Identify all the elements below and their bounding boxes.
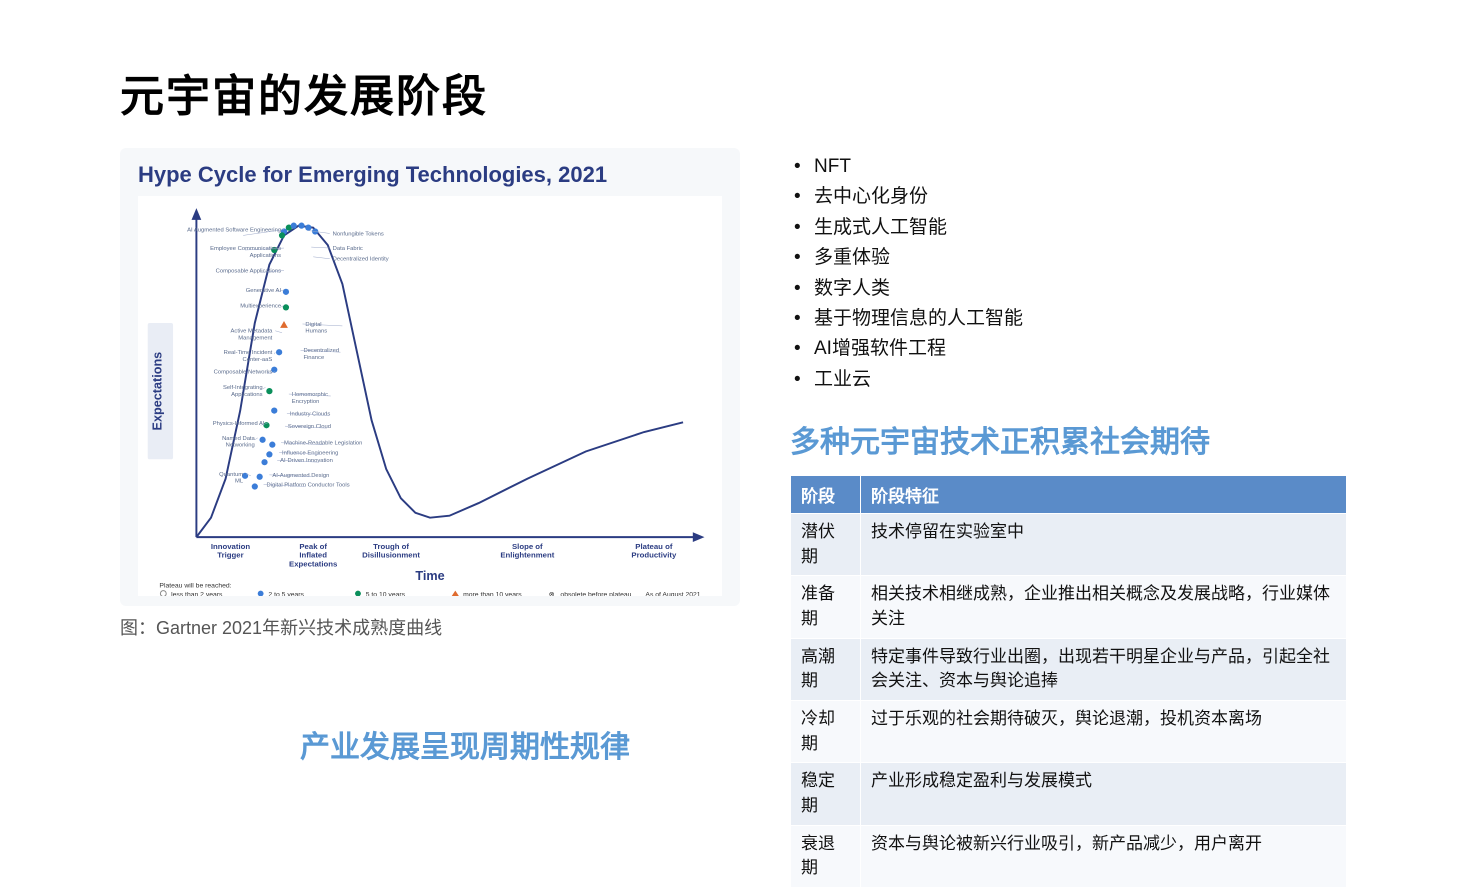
svg-text:Nonfungible Tokens: Nonfungible Tokens [333,231,384,237]
chart-caption: 图：Gartner 2021年新兴技术成熟度曲线 [120,614,740,640]
svg-text:Expectations: Expectations [289,559,337,568]
table-cell: 技术停留在实验室中 [861,514,1347,576]
svg-text:Generative AI: Generative AI [246,288,282,294]
svg-text:Disillusionment: Disillusionment [362,551,420,560]
bullet-item: AI增强软件工程 [794,334,1347,364]
bullet-item: 去中心化身份 [794,182,1347,212]
svg-text:Named Data: Named Data [222,436,255,442]
table-row: 衰退期资本与舆论被新兴行业吸引，新产品减少，用户离开 [791,825,1347,887]
table-row: 准备期相关技术相继成熟，企业推出相关概念及发展战略，行业媒体关注 [791,576,1347,638]
subheading: 多种元宇宙技术正积累社会期待 [790,417,1347,461]
svg-text:Humans: Humans [305,329,327,335]
phase-table: 阶段阶段特征 潜伏期技术停留在实验室中准备期相关技术相继成熟，企业推出相关概念及… [790,475,1347,888]
bullet-item: 多重体验 [794,243,1347,273]
bullet-item: 工业云 [794,365,1347,395]
bullet-list: NFT去中心化身份生成式人工智能多重体验数字人类基于物理信息的人工智能AI增强软… [790,152,1347,395]
svg-text:Data Fabric: Data Fabric [333,246,363,252]
table-row: 高潮期特定事件导致行业出圈，出现若干明星企业与产品，引起全社会关注、资本与舆论追… [791,638,1347,700]
svg-text:more than 10 years: more than 10 years [463,592,522,596]
table-cell: 高潮期 [791,638,861,700]
table-row: 冷却期过于乐观的社会期待破灭，舆论退潮，投机资本离场 [791,700,1347,762]
right-column: NFT去中心化身份生成式人工智能多重体验数字人类基于物理信息的人工智能AI增强软… [760,148,1347,888]
table-cell: 稳定期 [791,763,861,825]
svg-text:Peak of: Peak of [299,542,327,551]
table-cell: 产业形成稳定盈利与发展模式 [861,763,1347,825]
svg-text:AI-Augmented Design: AI-Augmented Design [272,473,329,479]
svg-text:Expectations: Expectations [150,352,164,431]
chart-card: Hype Cycle for Emerging Technologies, 20… [120,148,740,606]
table-cell: 冷却期 [791,700,861,762]
left-column: Hype Cycle for Emerging Technologies, 20… [120,148,740,888]
svg-text:Time: Time [415,569,444,583]
svg-text:Physics-Informed AI: Physics-Informed AI [213,421,265,427]
svg-text:5 to 10 years: 5 to 10 years [366,592,406,596]
svg-text:ML: ML [235,479,244,485]
table-row: 稳定期产业形成稳定盈利与发展模式 [791,763,1347,825]
svg-text:Inflated: Inflated [299,551,327,560]
bullet-item: NFT [794,152,1347,182]
table-cell: 衰退期 [791,825,861,887]
svg-text:Plateau will be reached:: Plateau will be reached: [159,583,231,590]
bottom-subheading: 产业发展呈现周期性规律 [300,722,630,766]
chart-title: Hype Cycle for Emerging Technologies, 20… [138,162,722,188]
svg-text:Finance: Finance [303,355,324,361]
svg-text:Slope of: Slope of [512,542,543,551]
svg-text:⊗: ⊗ [549,592,555,596]
svg-text:As of August 2021: As of August 2021 [645,592,700,596]
svg-text:Influence Engineering: Influence Engineering [282,450,338,456]
svg-text:Employee Communications: Employee Communications [210,246,281,252]
svg-text:obsolete before plateau: obsolete before plateau [560,592,631,596]
svg-text:Applications: Applications [250,253,282,259]
hype-cycle-chart: Expectations AI Augmented Software Engin… [138,196,722,596]
columns: Hype Cycle for Emerging Technologies, 20… [120,148,1347,888]
svg-text:Management: Management [238,336,272,342]
svg-text:Encryption: Encryption [292,399,320,405]
table-cell: 资本与舆论被新兴行业吸引，新产品减少，用户离开 [861,825,1347,887]
svg-text:Quantum: Quantum [219,472,243,478]
svg-text:AI Augmented Software Engineer: AI Augmented Software Engineering [187,228,281,234]
slide: 元宇宙的发展阶段 Hype Cycle for Emerging Technol… [0,0,1457,820]
svg-text:AI-Driven Innovation: AI-Driven Innovation [280,458,333,464]
svg-text:Decentralized Identity: Decentralized Identity [333,257,389,263]
svg-text:Enlightenment: Enlightenment [500,551,554,560]
svg-text:Machine-Readable Legislation: Machine-Readable Legislation [284,441,362,447]
bullet-item: 数字人类 [794,274,1347,304]
svg-text:Self-Integrating: Self-Integrating [223,385,263,391]
svg-text:2 to 5 years: 2 to 5 years [268,592,304,596]
svg-text:less than 2 years: less than 2 years [171,592,223,596]
svg-text:Trough of: Trough of [373,542,409,551]
slide-title: 元宇宙的发展阶段 [120,60,1347,124]
bullet-item: 生成式人工智能 [794,213,1347,243]
svg-text:Plateau of: Plateau of [635,542,673,551]
svg-text:Productivity: Productivity [631,551,677,560]
table-cell: 准备期 [791,576,861,638]
svg-text:Trigger: Trigger [217,551,243,560]
table-cell: 过于乐观的社会期待破灭，舆论退潮，投机资本离场 [861,700,1347,762]
table-cell: 相关技术相继成熟，企业推出相关概念及发展战略，行业媒体关注 [861,576,1347,638]
svg-text:Multiexperience: Multiexperience [240,303,281,309]
table-header: 阶段特征 [861,476,1347,514]
table-cell: 潜伏期 [791,514,861,576]
svg-text:Innovation: Innovation [211,542,251,551]
svg-text:Networking: Networking [226,443,255,449]
svg-text:Real-Time Incident: Real-Time Incident [224,350,273,356]
table-row: 潜伏期技术停留在实验室中 [791,514,1347,576]
svg-text:Center-aaS: Center-aaS [243,357,273,363]
table-cell: 特定事件导致行业出圈，出现若干明星企业与产品，引起全社会关注、资本与舆论追捧 [861,638,1347,700]
svg-text:Applications: Applications [231,392,263,398]
bullet-item: 基于物理信息的人工智能 [794,304,1347,334]
table-header: 阶段 [791,476,861,514]
svg-text:Composable Networks: Composable Networks [214,370,273,376]
svg-text:Active Metadata: Active Metadata [231,329,274,335]
